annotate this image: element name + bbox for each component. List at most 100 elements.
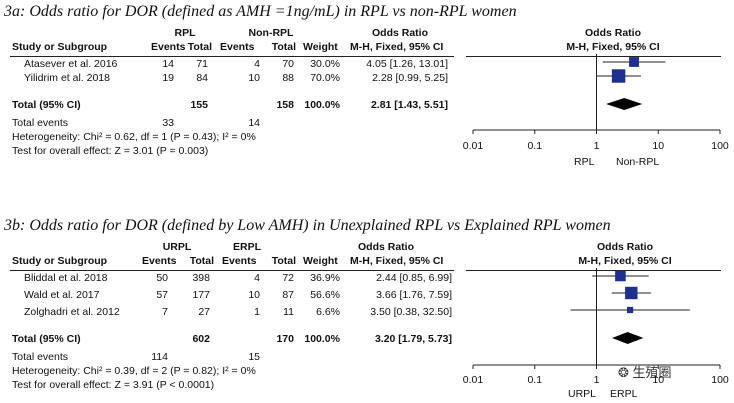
panel-a-overall-effect: Test for overall effect: Z = 3.01 (P = 0… [12, 145, 209, 157]
panel-a-total-label: Total (95% CI) [12, 99, 81, 111]
panel-b-weight-header: Weight [303, 255, 338, 267]
panel-a-study-header: Study or Subgroup [12, 41, 108, 53]
panel-b-study-2-name: Wald et al. 2017 [24, 289, 100, 301]
panel-b-study-3-name: Zolghadri et al. 2012 [24, 306, 120, 318]
panel-a-study-1-weight: 30.0% [310, 58, 340, 70]
panel-b-study-3-events1: 7 [162, 306, 168, 318]
panel-a-study-1-events2: 4 [254, 58, 260, 70]
panel-b-study-3-total1: 27 [198, 306, 210, 318]
panel-b-events1-total: 114 [151, 351, 168, 363]
panel-b-total-total1: 602 [192, 333, 210, 345]
panel-b-tick-label-2: 1 [594, 374, 600, 386]
panel-b-overall-effect: Test for overall effect: Z = 3.91 (P < 0… [12, 379, 215, 391]
panel-b-tick-label-4: 100 [711, 374, 729, 386]
panel-b-study-1-events2: 4 [254, 272, 260, 284]
panel-a-total-diamond [606, 98, 643, 110]
panel-a-study-2-events1: 19 [162, 72, 174, 84]
panel-a-tick-label-0: 0.01 [463, 140, 484, 152]
panel-b-study-3-events2: 1 [254, 306, 260, 318]
panel-b-tick-label-3: 10 [652, 374, 664, 386]
panel-b-total-weight: 100.0% [304, 333, 340, 345]
panel-b-method-header: M-H, Fixed, 95% CI [350, 255, 444, 267]
panel-b-plot-method-header: M-H, Fixed, 95% CI [578, 255, 672, 267]
panel-b-total-label: Total (95% CI) [12, 333, 81, 345]
panel-a-study-1-marker [629, 57, 639, 67]
panel-b-plot-or-title: Odds Ratio [596, 241, 653, 253]
watermark-logo: ❂ 生殖圈 [618, 362, 672, 381]
panel-a-events2-total: 14 [248, 117, 260, 129]
panel-b-title: 3b: Odds ratio for DOR (defined by Low A… [4, 217, 611, 234]
panel-b-study-3-weight: 6.6% [316, 306, 340, 318]
panel-a-total-ci: 2.81 [1.43, 5.51] [370, 99, 448, 111]
panel-b-group2-label: ERPL [232, 241, 261, 253]
panel-b-tick-label-0: 0.01 [463, 374, 484, 386]
panel-a-events1-header: Events [151, 41, 186, 53]
panel-a-events2-header: Events [220, 41, 255, 53]
panel-a-events-label: Total events [12, 117, 69, 129]
panel-b-study-2-total1: 177 [192, 289, 210, 301]
panel-b-study-1-weight: 36.9% [310, 272, 340, 284]
panel-a-total1-header: Total [187, 41, 212, 53]
panel-a-tick-label-1: 0.1 [527, 140, 542, 152]
panel-a-study-1-total2: 70 [282, 58, 294, 70]
panel-b-events-label: Total events [12, 351, 69, 363]
panel-b-events1-header: Events [142, 255, 177, 267]
panel-b-study-3-marker [626, 306, 634, 314]
panel-a-header-rule [10, 56, 454, 57]
panel-a-tick-label-2: 1 [594, 140, 600, 152]
panel-b-or-title: Odds Ratio [357, 241, 414, 253]
panel-a-events1-total: 33 [162, 117, 174, 129]
panel-b-study-header: Study or Subgroup [12, 255, 108, 267]
panel-a-plot-header-rule [466, 56, 721, 57]
panel-b-study-2-weight: 56.6% [310, 289, 340, 301]
panel-b-total1-header: Total [189, 255, 214, 267]
panel-a-study-1-name: Atasever et al. 2016 [24, 58, 118, 70]
panel-b-study-2-ci: 3.66 [1.76, 7.59] [376, 289, 452, 301]
panel-a-total-total1: 155 [190, 99, 208, 111]
panel-a-study-2-total2: 88 [282, 72, 294, 84]
panel-b-study-1-name: Bliddal et al. 2018 [24, 272, 108, 284]
panel-a-study-2-events2: 10 [248, 72, 260, 84]
panel-b-events2-header: Events [222, 255, 257, 267]
panel-b-study-2-marker [625, 286, 638, 300]
panel-b-plot-header-rule [466, 270, 721, 271]
panel-a-study-2-name: Yilidrim et al. 2018 [24, 72, 110, 84]
panel-b-total2-header: Total [271, 255, 296, 267]
panel-b-heterogeneity: Heterogeneity: Chi² = 0.39, df = 2 (P = … [12, 365, 256, 377]
panel-b-study-1-total1: 398 [192, 272, 210, 284]
panel-a-total-weight: 100.0% [304, 99, 340, 111]
panel-b-study-2-events1: 57 [156, 289, 168, 301]
panel-a-study-2-marker [611, 69, 626, 83]
panel-a-total-total2: 158 [276, 99, 294, 111]
panel-b-study-2-total2: 87 [282, 289, 294, 301]
panel-b-study-1-marker [615, 270, 626, 282]
panel-a-method-header: M-H, Fixed, 95% CI [350, 41, 444, 53]
panel-a-plot-method-header: M-H, Fixed, 95% CI [566, 41, 660, 53]
panel-a-heterogeneity: Heterogeneity: Chi² = 0.62, df = 1 (P = … [12, 131, 256, 143]
panel-a-tick-label-3: 10 [652, 140, 664, 152]
panel-a-tick-label-4: 100 [711, 140, 729, 152]
panel-a-study-1-events1: 14 [162, 58, 174, 70]
panel-b-study-3-total2: 11 [283, 306, 294, 318]
panel-a-plot-or-title: Odds Ratio [584, 27, 641, 39]
panel-a-study-2-weight: 70.0% [310, 72, 340, 84]
panel-b-total-ci: 3.20 [1.79, 5.73] [374, 333, 452, 345]
panel-a-weight-header: Weight [303, 41, 338, 53]
panel-b-total-total2: 170 [276, 333, 294, 345]
panel-b-favours-left: URPL [568, 388, 596, 400]
panel-b-group1-label: URPL [162, 241, 192, 253]
panel-b-study-2-events2: 10 [248, 289, 260, 301]
watermark-text: 生殖圈 [632, 365, 672, 380]
panel-a-group1-label: RPL [174, 27, 196, 39]
panel-a-title: 3a: Odds ratio for DOR (defined as AMH =… [4, 3, 517, 20]
panel-a-favours-left: RPL [574, 156, 595, 168]
panel-a-group2-label: Non-RPL [248, 27, 294, 39]
panel-a-favours-right: Non-RPL [616, 156, 659, 168]
panel-b-study-1-ci: 2.44 [0.85, 6.99] [376, 272, 452, 284]
panel-a-or-title: Odds Ratio [371, 27, 428, 39]
panel-b-study-3-ci: 3.50 [0.38, 32.50] [370, 306, 452, 318]
panel-a-total2-header: Total [271, 41, 296, 53]
panel-b-favours-right: ERPL [610, 388, 638, 400]
panel-b-study-1-total2: 72 [282, 272, 294, 284]
